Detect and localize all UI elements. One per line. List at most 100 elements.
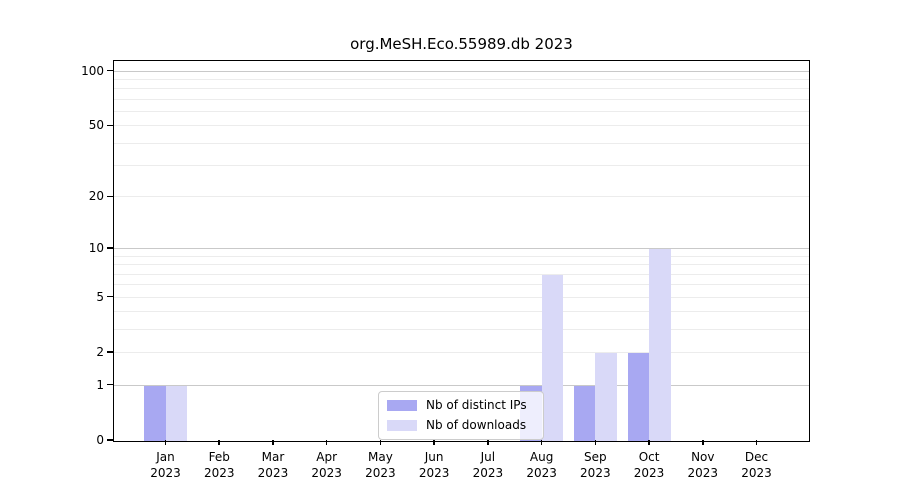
x-tick-mark xyxy=(164,440,167,445)
x-tick-month: Jan xyxy=(156,450,175,464)
x-tick-year: 2023 xyxy=(150,466,181,480)
y-tick-mark xyxy=(107,351,113,353)
y-tick-mark xyxy=(107,124,113,127)
y-tick-mark xyxy=(107,195,113,198)
x-tick-mark xyxy=(702,440,704,445)
x-tick-label: Dec 2023 xyxy=(725,449,789,481)
x-tick-label: Nov 2023 xyxy=(671,449,735,481)
gridline-minor xyxy=(114,264,809,266)
x-tick-mark xyxy=(325,440,328,445)
bar-downloads-sep xyxy=(595,353,617,441)
x-tick-label: Oct 2023 xyxy=(617,449,681,481)
x-tick-month: Jul xyxy=(480,450,496,464)
x-tick-label: Jun 2023 xyxy=(402,449,466,481)
bar-ips-oct xyxy=(627,353,650,441)
x-tick-year: 2023 xyxy=(687,466,719,480)
x-tick-label: Feb 2023 xyxy=(187,449,251,481)
x-tick-mark xyxy=(540,440,543,445)
legend-label-downloads: Nb of downloads xyxy=(426,418,527,432)
y-tick-mark xyxy=(107,247,113,249)
gridline-minor xyxy=(114,125,809,127)
gridline-minor xyxy=(114,79,809,81)
x-tick-month: Dec xyxy=(744,450,769,464)
legend: Nb of distinct IPs Nb of downloads xyxy=(378,391,544,440)
y-tick-label: 0 xyxy=(96,433,104,447)
legend-item-distinct-ips: Nb of distinct IPs xyxy=(387,398,533,413)
x-tick-label: Sep 2023 xyxy=(563,449,627,481)
gridline-minor xyxy=(114,273,809,275)
y-tick-label: 5 xyxy=(96,289,104,304)
x-tick-year: 2023 xyxy=(526,466,557,480)
x-tick-label: Jan 2023 xyxy=(134,449,198,481)
x-tick-month: Oct xyxy=(638,450,660,464)
gridline-minor xyxy=(114,329,809,331)
x-tick-label: Apr 2023 xyxy=(295,449,359,481)
bar-downloads-aug xyxy=(541,274,564,441)
x-tick-year: 2023 xyxy=(472,466,504,480)
legend-item-downloads: Nb of downloads xyxy=(387,418,533,433)
y-tick-label: 100 xyxy=(81,63,104,78)
plot-clip-layer xyxy=(114,61,809,441)
x-tick-year: 2023 xyxy=(633,466,665,480)
y-tick-mark xyxy=(107,439,113,441)
x-tick-mark xyxy=(648,440,650,445)
y-tick-label: 1 xyxy=(96,377,104,392)
gridline-major xyxy=(114,248,809,250)
x-tick-year: 2023 xyxy=(257,466,289,480)
x-tick-month: Jun xyxy=(424,450,444,464)
bar-downloads-oct xyxy=(649,249,671,441)
y-tick-label: 10 xyxy=(88,241,104,256)
x-tick-month: Mar xyxy=(261,450,285,464)
x-tick-mark xyxy=(218,440,220,445)
x-tick-year: 2023 xyxy=(311,466,342,480)
gridline-minor xyxy=(114,98,809,100)
gridline-minor xyxy=(114,284,809,286)
gridline-minor xyxy=(114,165,809,167)
gridline-minor xyxy=(114,296,809,298)
chart-title: org.MeSH.Eco.55989.db 2023 xyxy=(350,35,573,53)
x-tick-label: May 2023 xyxy=(348,449,412,481)
x-tick-year: 2023 xyxy=(365,466,396,480)
gridline-minor xyxy=(114,88,809,90)
x-tick-mark xyxy=(379,440,382,445)
x-tick-month: Apr xyxy=(316,450,338,464)
gridline-major xyxy=(114,70,809,72)
gridline-minor xyxy=(114,255,809,257)
x-tick-mark xyxy=(594,440,597,445)
x-tick-month: May xyxy=(368,450,393,464)
x-tick-month: Feb xyxy=(208,450,230,464)
y-tick-mark xyxy=(107,69,113,72)
x-tick-year: 2023 xyxy=(580,466,611,480)
x-tick-mark xyxy=(755,440,758,445)
legend-swatch-ips xyxy=(387,400,417,411)
x-tick-mark xyxy=(487,440,489,445)
gridline-minor xyxy=(114,311,809,313)
x-tick-label: Aug 2023 xyxy=(510,449,574,481)
x-tick-year: 2023 xyxy=(203,466,235,480)
x-tick-month: Aug xyxy=(529,450,554,464)
x-tick-mark xyxy=(433,440,435,445)
x-tick-month: Nov xyxy=(691,450,715,464)
gridline-minor xyxy=(114,196,809,198)
x-tick-label: Mar 2023 xyxy=(241,449,305,481)
legend-label-ips: Nb of distinct IPs xyxy=(426,398,527,412)
y-tick-mark xyxy=(107,383,113,386)
y-tick-label: 2 xyxy=(96,345,104,360)
gridline-major xyxy=(114,384,809,386)
gridline-minor xyxy=(114,142,809,144)
y-tick-label: 20 xyxy=(88,189,104,204)
bar-ips-sep xyxy=(573,385,596,441)
bar-downloads-jan xyxy=(165,385,187,441)
bar-ips-jan xyxy=(144,385,166,441)
x-tick-month: Sep xyxy=(584,450,607,464)
x-tick-year: 2023 xyxy=(741,466,772,480)
gridline-minor xyxy=(114,111,809,113)
y-tick-label: 50 xyxy=(88,118,104,133)
legend-swatch-downloads xyxy=(387,420,417,431)
x-tick-label: Jul 2023 xyxy=(456,449,520,481)
plot-area: 0 1 2 5 10 20 50 100 Jan 2023 Feb 2023 Mar 2023 Apr 20… xyxy=(81,60,810,480)
x-tick-mark xyxy=(272,440,274,445)
x-tick-year: 2023 xyxy=(418,466,450,480)
y-tick-mark xyxy=(107,295,113,298)
